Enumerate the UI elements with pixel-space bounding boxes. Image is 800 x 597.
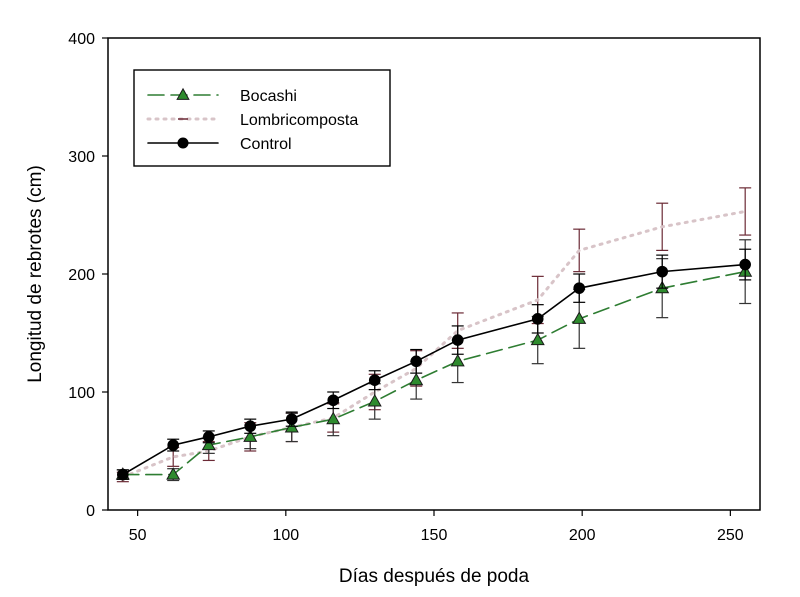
data-point bbox=[243, 429, 258, 442]
legend-marker bbox=[177, 137, 189, 149]
legend-item-control: Control bbox=[147, 136, 292, 153]
data-point bbox=[326, 411, 341, 425]
data-point bbox=[166, 467, 181, 480]
data-point bbox=[285, 413, 298, 425]
data-point bbox=[201, 437, 216, 451]
x-tick-label: 100 bbox=[272, 527, 299, 544]
legend-marker bbox=[176, 87, 190, 100]
legend-label: Bocashi bbox=[240, 88, 297, 105]
series-line bbox=[122, 270, 746, 476]
legend-box bbox=[133, 69, 391, 167]
data-point bbox=[117, 468, 129, 481]
data-point bbox=[739, 258, 751, 271]
series-line bbox=[121, 209, 747, 479]
data-point bbox=[368, 374, 381, 387]
data-point bbox=[656, 265, 669, 278]
legend-label: Lombricomposta bbox=[240, 112, 358, 129]
data-point bbox=[202, 431, 215, 443]
data-point bbox=[530, 332, 545, 346]
y-axis-title: Longitud de rebrotes (cm) bbox=[25, 165, 46, 383]
y-tick-label: 400 bbox=[68, 31, 95, 48]
y-tick-label: 0 bbox=[86, 503, 95, 520]
x-tick-label: 200 bbox=[569, 527, 596, 544]
axes-layer: 50 100 150 200 250 0 100 200 300 400 bbox=[68, 31, 744, 544]
data-point bbox=[531, 313, 544, 325]
y-tick-label: 100 bbox=[68, 385, 95, 402]
y-tick-label: 200 bbox=[68, 267, 95, 284]
series-bocashi bbox=[115, 239, 753, 482]
series-control bbox=[116, 248, 752, 481]
legend-item-bocashi: Bocashi bbox=[147, 87, 297, 105]
data-point bbox=[451, 334, 464, 346]
legend-label: Control bbox=[240, 136, 292, 153]
data-point bbox=[327, 394, 340, 407]
x-tick-label: 50 bbox=[129, 527, 147, 544]
x-axis-title: Días después de poda bbox=[339, 566, 530, 587]
data-point bbox=[367, 393, 382, 407]
data-point bbox=[167, 439, 179, 451]
legend: Bocashi Lombricomposta Control bbox=[133, 69, 391, 167]
data-point bbox=[573, 282, 586, 294]
error-bar bbox=[739, 187, 752, 236]
y-tick-label: 300 bbox=[68, 149, 95, 166]
legend-item-lombricomposta: Lombricomposta bbox=[146, 112, 358, 129]
data-point bbox=[572, 311, 587, 324]
x-tick-label: 150 bbox=[421, 527, 448, 544]
series-layer bbox=[115, 187, 753, 483]
x-tick-label: 250 bbox=[717, 527, 744, 544]
data-point bbox=[450, 353, 465, 367]
data-point bbox=[410, 355, 423, 368]
data-point bbox=[409, 372, 424, 386]
data-point bbox=[244, 420, 257, 433]
